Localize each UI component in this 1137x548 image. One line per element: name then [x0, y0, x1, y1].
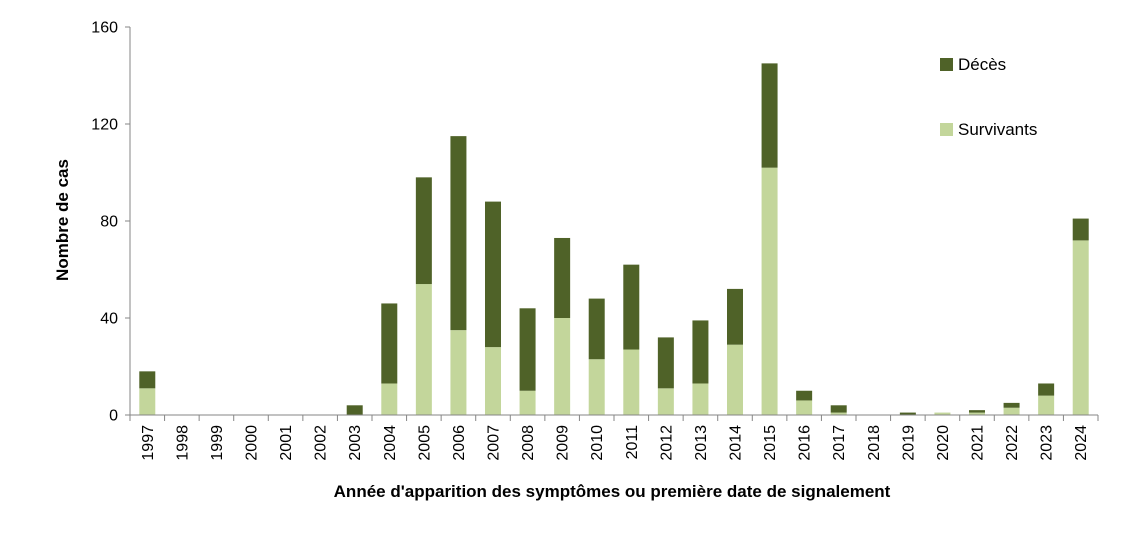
bar-survivants-2008	[519, 390, 536, 415]
x-tick-label-2006: 2006	[451, 425, 468, 461]
bar-deces-2021	[969, 410, 985, 413]
x-tick-label-2010: 2010	[589, 425, 606, 461]
bar-deces-2013	[692, 320, 709, 384]
bar-survivants-2017	[830, 412, 847, 415]
x-tick-label-2022: 2022	[1004, 425, 1021, 461]
bar-deces-2014	[727, 288, 743, 345]
bar-survivants-2005	[415, 284, 432, 415]
x-tick-label-2004: 2004	[382, 425, 399, 461]
bar-deces-2012	[657, 337, 674, 389]
legend-label-deces: Décès	[958, 55, 1006, 74]
x-tick-label-1998: 1998	[174, 425, 191, 461]
x-tick-label-2016: 2016	[797, 425, 814, 461]
bar-deces-2022	[1003, 402, 1020, 408]
bar-deces-2019	[899, 412, 916, 415]
bar-survivants-2020	[934, 412, 951, 415]
y-axis-title: Nombre de cas	[53, 159, 72, 281]
y-tick-label: 0	[109, 408, 118, 425]
x-tick-label-2023: 2023	[1039, 425, 1056, 461]
x-tick-label-2014: 2014	[728, 425, 745, 461]
legend: Décès Survivants	[940, 55, 1037, 139]
bar-survivants-2004	[381, 383, 398, 415]
bar-survivants-2010	[588, 359, 605, 415]
x-tick-label-2000: 2000	[244, 425, 261, 461]
x-tick-label-2005: 2005	[416, 425, 433, 461]
x-tick-label-2008: 2008	[520, 425, 537, 461]
x-tick-label-2007: 2007	[486, 425, 503, 461]
bar-deces-2015	[761, 63, 778, 168]
x-tick-label-2019: 2019	[900, 425, 917, 461]
x-tick-label-2011: 2011	[624, 425, 641, 460]
bar-deces-2005	[415, 177, 432, 285]
bar-deces-2008	[519, 308, 536, 391]
x-tick-label-2021: 2021	[970, 425, 987, 461]
bar-deces-2024	[1072, 218, 1089, 241]
bar-deces-2011	[623, 264, 640, 350]
x-tick-label-2018: 2018	[866, 425, 883, 461]
x-tick-label-2003: 2003	[347, 425, 364, 461]
bar-survivants-2015	[761, 167, 778, 415]
bar-survivants-2024	[1072, 240, 1089, 415]
bar-survivants-2009	[554, 318, 571, 415]
bar-survivants-2014	[727, 344, 743, 415]
y-tick-label: 160	[91, 20, 118, 37]
x-tick-label-2024: 2024	[1073, 425, 1090, 461]
bar-survivants-2013	[692, 383, 709, 415]
x-tick-label-2009: 2009	[555, 425, 572, 461]
bar-deces-1997	[139, 371, 156, 389]
legend-swatch-deces	[940, 58, 953, 71]
x-tick-label-2015: 2015	[762, 425, 779, 461]
legend-swatch-survivants	[940, 123, 953, 136]
bar-survivants-2016	[796, 400, 813, 415]
legend-label-survivants: Survivants	[958, 120, 1037, 139]
x-tick-label-2020: 2020	[935, 425, 952, 461]
bar-deces-2006	[450, 136, 467, 331]
x-tick-label-2001: 2001	[278, 425, 295, 461]
x-tick-label-2017: 2017	[831, 425, 848, 461]
y-tick-label: 40	[100, 311, 118, 328]
bar-deces-2009	[554, 237, 571, 318]
bar-survivants-2011	[623, 349, 640, 415]
bar-deces-2003	[346, 405, 363, 415]
bar-deces-2010	[588, 298, 605, 360]
x-tick-label-2002: 2002	[313, 425, 330, 461]
bar-deces-2007	[485, 201, 501, 348]
bar-survivants-2022	[1003, 407, 1020, 415]
bar-survivants-1997	[139, 388, 156, 415]
axes-layer	[129, 27, 1098, 416]
y-tick-label: 120	[91, 117, 118, 134]
bar-deces-2023	[1038, 383, 1055, 396]
bar-survivants-2007	[485, 347, 501, 415]
bar-deces-2017	[830, 405, 847, 413]
bar-survivants-2021	[969, 412, 985, 415]
bar-survivants-2012	[657, 388, 674, 415]
bar-deces-2004	[381, 303, 398, 384]
bar-survivants-2023	[1038, 395, 1055, 415]
bar-survivants-2006	[450, 330, 467, 416]
x-axis-title: Année d'apparition des symptômes ou prem…	[334, 482, 891, 501]
x-tick-label-1999: 1999	[209, 425, 226, 461]
bars-layer	[139, 63, 1089, 416]
x-tick-label-2013: 2013	[693, 425, 710, 461]
x-tick-label-2012: 2012	[658, 425, 675, 461]
bar-deces-2016	[796, 390, 813, 401]
ticks-layer: 0 40 80 120 160 1997 1998 1999 2000 2001 2002 2003 2…	[91, 20, 1099, 461]
y-tick-label: 80	[100, 214, 118, 231]
x-tick-label-1997: 1997	[140, 425, 157, 461]
